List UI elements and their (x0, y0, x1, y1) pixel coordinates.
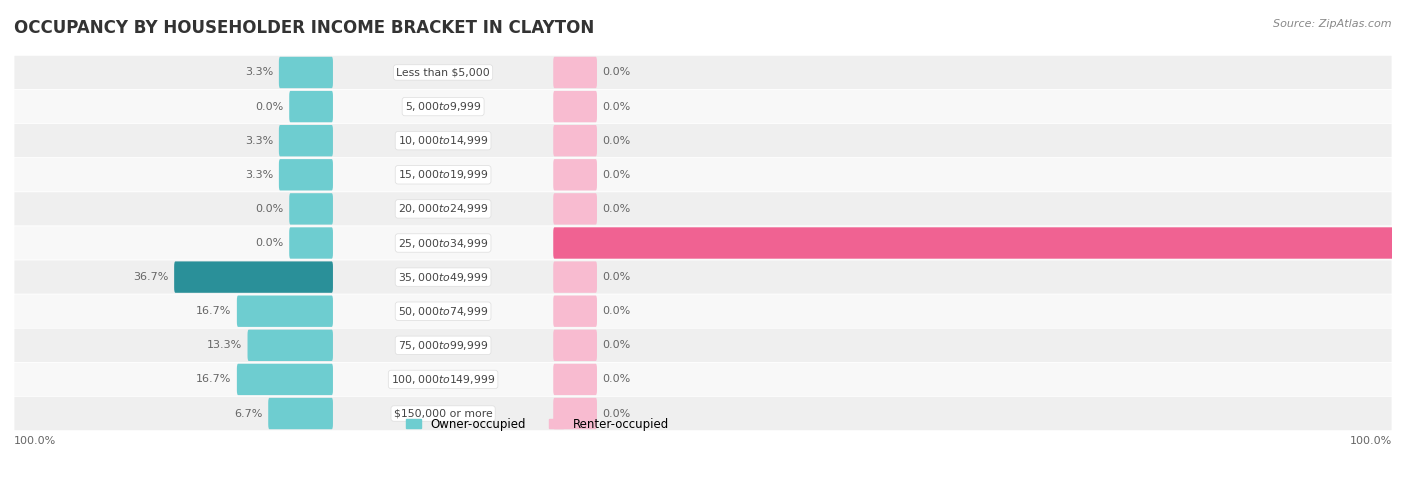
Legend: Owner-occupied, Renter-occupied: Owner-occupied, Renter-occupied (402, 413, 673, 435)
FancyBboxPatch shape (553, 125, 598, 156)
Text: $25,000 to $34,999: $25,000 to $34,999 (398, 237, 488, 249)
FancyBboxPatch shape (269, 398, 333, 429)
Text: 3.3%: 3.3% (245, 136, 274, 146)
FancyBboxPatch shape (14, 123, 1392, 158)
FancyBboxPatch shape (14, 328, 1392, 363)
Text: Source: ZipAtlas.com: Source: ZipAtlas.com (1274, 19, 1392, 30)
Text: Less than $5,000: Less than $5,000 (396, 68, 489, 77)
Text: 16.7%: 16.7% (195, 374, 232, 384)
Text: 100.0%: 100.0% (14, 435, 56, 446)
Text: $35,000 to $49,999: $35,000 to $49,999 (398, 271, 488, 284)
Text: 0.0%: 0.0% (602, 340, 630, 350)
Text: 0.0%: 0.0% (602, 102, 630, 112)
FancyBboxPatch shape (553, 398, 598, 429)
FancyBboxPatch shape (236, 295, 333, 327)
FancyBboxPatch shape (553, 261, 598, 293)
FancyBboxPatch shape (14, 294, 1392, 328)
Text: 6.7%: 6.7% (235, 409, 263, 418)
FancyBboxPatch shape (553, 295, 598, 327)
Text: 36.7%: 36.7% (134, 272, 169, 282)
FancyBboxPatch shape (278, 125, 333, 156)
FancyBboxPatch shape (553, 227, 1406, 259)
FancyBboxPatch shape (14, 363, 1392, 397)
Text: 0.0%: 0.0% (256, 204, 284, 214)
Text: 0.0%: 0.0% (602, 68, 630, 77)
Text: 16.7%: 16.7% (195, 306, 232, 316)
FancyBboxPatch shape (14, 226, 1392, 260)
FancyBboxPatch shape (14, 55, 1392, 89)
Text: 0.0%: 0.0% (602, 136, 630, 146)
Text: 0.0%: 0.0% (602, 272, 630, 282)
Text: 0.0%: 0.0% (602, 409, 630, 418)
Text: $50,000 to $74,999: $50,000 to $74,999 (398, 305, 488, 318)
Text: 0.0%: 0.0% (602, 306, 630, 316)
Text: OCCUPANCY BY HOUSEHOLDER INCOME BRACKET IN CLAYTON: OCCUPANCY BY HOUSEHOLDER INCOME BRACKET … (14, 19, 595, 37)
FancyBboxPatch shape (14, 260, 1392, 294)
FancyBboxPatch shape (278, 57, 333, 88)
FancyBboxPatch shape (553, 57, 598, 88)
Text: $20,000 to $24,999: $20,000 to $24,999 (398, 202, 488, 215)
Text: 0.0%: 0.0% (602, 170, 630, 180)
Text: 3.3%: 3.3% (245, 68, 274, 77)
FancyBboxPatch shape (14, 158, 1392, 192)
Text: $10,000 to $14,999: $10,000 to $14,999 (398, 134, 488, 147)
FancyBboxPatch shape (174, 261, 333, 293)
FancyBboxPatch shape (553, 330, 598, 361)
Text: 0.0%: 0.0% (602, 374, 630, 384)
Text: $150,000 or more: $150,000 or more (394, 409, 492, 418)
FancyBboxPatch shape (14, 192, 1392, 226)
FancyBboxPatch shape (553, 91, 598, 122)
FancyBboxPatch shape (278, 159, 333, 191)
Text: $15,000 to $19,999: $15,000 to $19,999 (398, 168, 488, 181)
Text: $5,000 to $9,999: $5,000 to $9,999 (405, 100, 481, 113)
FancyBboxPatch shape (290, 227, 333, 259)
FancyBboxPatch shape (553, 159, 598, 191)
Text: $100,000 to $149,999: $100,000 to $149,999 (391, 373, 495, 386)
FancyBboxPatch shape (553, 364, 598, 395)
FancyBboxPatch shape (290, 193, 333, 225)
Text: 0.0%: 0.0% (602, 204, 630, 214)
Text: 3.3%: 3.3% (245, 170, 274, 180)
FancyBboxPatch shape (236, 364, 333, 395)
Text: 0.0%: 0.0% (256, 102, 284, 112)
FancyBboxPatch shape (14, 89, 1392, 123)
Text: 100.0%: 100.0% (1350, 435, 1392, 446)
Text: 0.0%: 0.0% (256, 238, 284, 248)
Text: 13.3%: 13.3% (207, 340, 242, 350)
FancyBboxPatch shape (290, 91, 333, 122)
Text: $75,000 to $99,999: $75,000 to $99,999 (398, 339, 488, 352)
FancyBboxPatch shape (247, 330, 333, 361)
FancyBboxPatch shape (553, 193, 598, 225)
FancyBboxPatch shape (14, 397, 1392, 431)
